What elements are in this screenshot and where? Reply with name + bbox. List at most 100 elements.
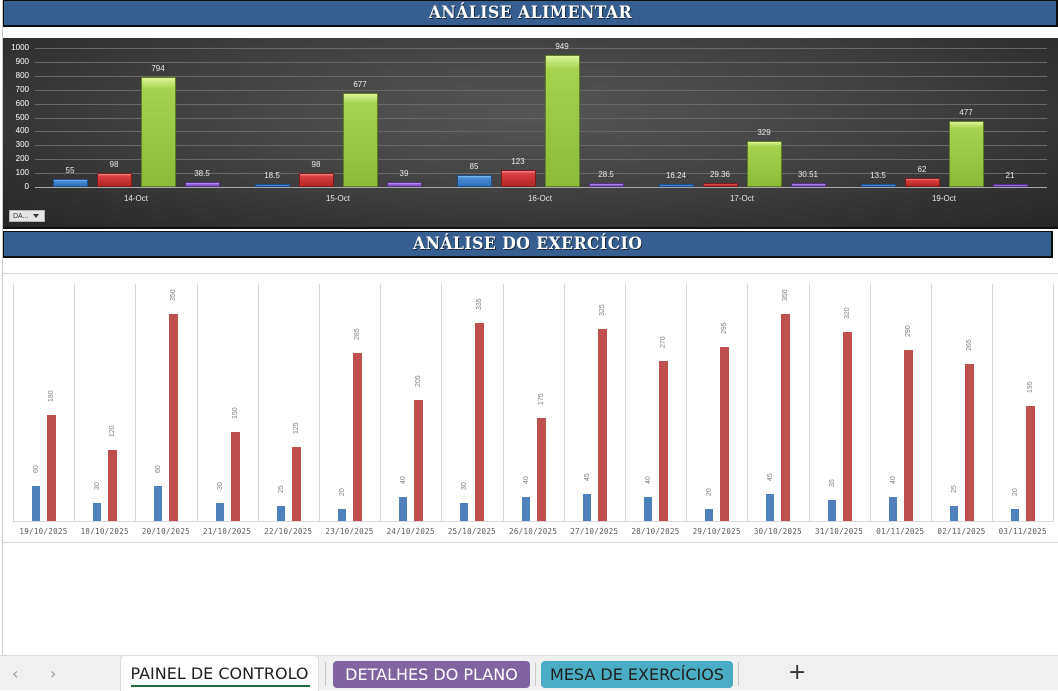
x-tick-label: 28/10/2025 bbox=[631, 527, 680, 536]
bar[interactable] bbox=[230, 432, 240, 521]
data-label: 290 bbox=[904, 324, 912, 337]
bar[interactable] bbox=[1026, 405, 1036, 521]
bar[interactable] bbox=[338, 509, 346, 521]
exercise-analysis-chart[interactable]: 19/10/2025 60 180 18/10/2025 30 120 20/10/2025… bbox=[3, 273, 1058, 543]
bar[interactable] bbox=[903, 349, 913, 521]
data-label: 320 bbox=[843, 307, 851, 319]
data-label: 38.5 bbox=[194, 168, 210, 178]
gridline bbox=[35, 61, 1047, 63]
data-label: 350 bbox=[782, 289, 790, 302]
bar[interactable] bbox=[1011, 509, 1020, 521]
bar[interactable] bbox=[588, 183, 624, 187]
bar[interactable] bbox=[96, 173, 132, 187]
vertical-gridline bbox=[13, 284, 14, 522]
bar[interactable] bbox=[827, 500, 836, 521]
data-label: 350 bbox=[170, 289, 178, 302]
bar[interactable] bbox=[658, 184, 694, 187]
bar[interactable] bbox=[597, 328, 607, 521]
bar[interactable] bbox=[414, 399, 424, 521]
bar[interactable] bbox=[184, 181, 220, 187]
vertical-gridline bbox=[931, 284, 932, 522]
bar[interactable] bbox=[399, 497, 408, 521]
bar[interactable] bbox=[108, 450, 118, 521]
bar[interactable] bbox=[154, 485, 163, 521]
date-filter-button[interactable]: DA... bbox=[9, 210, 45, 222]
bar[interactable] bbox=[950, 506, 958, 521]
bar[interactable] bbox=[544, 55, 580, 187]
bar[interactable] bbox=[140, 76, 176, 187]
data-label: 62 bbox=[917, 165, 927, 175]
tab-separator bbox=[738, 662, 739, 686]
bar[interactable] bbox=[781, 314, 791, 521]
bar[interactable] bbox=[992, 184, 1028, 187]
data-label: 30 bbox=[94, 482, 102, 491]
data-label: 55 bbox=[65, 166, 75, 176]
bar[interactable] bbox=[353, 352, 362, 521]
x-tick-label: 31/10/2025 bbox=[815, 527, 864, 536]
bar[interactable] bbox=[342, 92, 378, 187]
bar[interactable] bbox=[948, 120, 984, 187]
bar[interactable] bbox=[500, 169, 536, 187]
bar[interactable] bbox=[904, 178, 940, 187]
bar[interactable] bbox=[47, 414, 56, 521]
bar[interactable] bbox=[644, 497, 652, 521]
data-label: 35 bbox=[828, 479, 836, 488]
tab-detalhes-do-plano[interactable]: DETALHES DO PLANO bbox=[333, 661, 530, 688]
bar[interactable] bbox=[536, 417, 546, 521]
bar[interactable] bbox=[475, 323, 485, 521]
bar[interactable] bbox=[860, 184, 896, 187]
bar[interactable] bbox=[276, 506, 285, 521]
y-tick-label: 100 bbox=[15, 168, 29, 178]
bar[interactable] bbox=[582, 494, 591, 521]
x-tick-label: 23/10/2025 bbox=[325, 527, 374, 536]
bar[interactable] bbox=[386, 181, 422, 187]
data-label: 20 bbox=[706, 488, 714, 497]
gridline bbox=[35, 173, 1047, 175]
bar[interactable] bbox=[215, 503, 224, 521]
bar[interactable] bbox=[702, 182, 738, 187]
x-tick-label: 15-Oct bbox=[325, 194, 350, 203]
bar[interactable] bbox=[169, 314, 179, 521]
data-label: 40 bbox=[645, 476, 652, 485]
next-sheet-icon[interactable]: › bbox=[50, 664, 57, 683]
spreadsheet-area: ANÁLISE ALIMENTAR DA... 0 100 200 300 400 500… bbox=[0, 0, 1058, 656]
bar[interactable] bbox=[746, 141, 782, 187]
y-tick-label: 300 bbox=[15, 140, 29, 150]
bar[interactable] bbox=[291, 447, 301, 521]
bar[interactable] bbox=[456, 175, 492, 187]
bar[interactable] bbox=[720, 346, 730, 521]
bar[interactable] bbox=[521, 497, 530, 521]
vertical-gridline bbox=[502, 284, 504, 522]
bar[interactable] bbox=[705, 509, 714, 521]
bar[interactable] bbox=[965, 364, 974, 521]
food-analysis-title: ANÁLISE ALIMENTAR bbox=[428, 3, 632, 23]
y-tick-label: 800 bbox=[15, 70, 29, 80]
tab-painel-de-controlo[interactable]: PAINEL DE CONTROLO bbox=[120, 655, 319, 691]
data-label: 13.5 bbox=[870, 171, 886, 180]
add-sheet-icon[interactable]: + bbox=[788, 660, 807, 685]
bar[interactable] bbox=[659, 361, 668, 521]
data-label: 40 bbox=[889, 476, 897, 485]
bar[interactable] bbox=[93, 503, 102, 521]
bar[interactable] bbox=[32, 485, 40, 521]
bar[interactable] bbox=[842, 331, 852, 521]
bar[interactable] bbox=[254, 184, 290, 187]
food-analysis-chart[interactable]: DA... 0 100 200 300 400 500 600 700 800 900 1000 14… bbox=[3, 38, 1058, 229]
bar[interactable] bbox=[460, 503, 469, 521]
bar[interactable] bbox=[52, 179, 88, 187]
data-label: 20 bbox=[339, 488, 346, 497]
x-tick-label: 26/10/2025 bbox=[509, 527, 558, 536]
data-label: 45 bbox=[583, 473, 591, 482]
bar[interactable] bbox=[790, 182, 826, 187]
data-label: 98 bbox=[109, 160, 119, 170]
tab-mesa-de-exercicios[interactable]: MESA DE EXERCÍCIOS bbox=[541, 661, 733, 688]
data-label: 40 bbox=[400, 476, 408, 485]
prev-sheet-icon[interactable]: ‹ bbox=[12, 664, 19, 683]
gridline bbox=[35, 117, 1047, 119]
data-label: 25 bbox=[277, 485, 285, 494]
bar[interactable] bbox=[888, 497, 897, 521]
x-tick-label: 30/10/2025 bbox=[753, 527, 802, 536]
bar[interactable] bbox=[298, 173, 334, 187]
bar[interactable] bbox=[766, 494, 775, 521]
sheet-tab-bar: ‹ › PAINEL DE CONTROLO DETALHES DO PLANO… bbox=[0, 655, 1058, 691]
